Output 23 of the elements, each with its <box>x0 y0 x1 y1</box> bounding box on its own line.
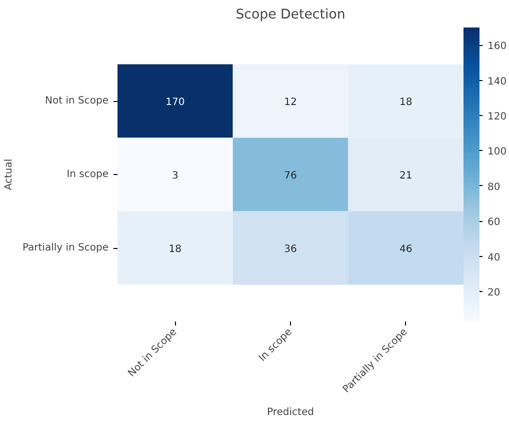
y-axis-title: Actual <box>3 158 14 190</box>
color-bar-label: 160 <box>488 41 507 52</box>
data-label: 12 <box>284 97 297 108</box>
color-bar-label: 140 <box>488 76 507 88</box>
color-bar-label: 120 <box>488 112 507 123</box>
chart-title: Scope Detection <box>236 8 346 22</box>
data-label: 76 <box>284 170 297 182</box>
y-tick-label: Partially in Scope <box>22 242 109 254</box>
data-label: 170 <box>166 97 185 108</box>
data-label: 21 <box>399 170 412 182</box>
color-bar-label: 100 <box>488 146 507 158</box>
y-tick-label: Not in Scope <box>45 96 109 106</box>
y-tick-label: In scope <box>66 169 109 180</box>
color-bar-label: 80 <box>488 182 500 193</box>
color-bar-label: 20 <box>488 288 500 299</box>
data-label: 36 <box>284 244 297 255</box>
data-label: 46 <box>399 244 412 255</box>
data-label: 3 <box>172 170 178 182</box>
x-axis-title: Predicted <box>267 407 314 418</box>
color-bar-label: 40 <box>488 252 500 264</box>
color-bar-label: 60 <box>488 217 500 228</box>
data-label: 18 <box>168 244 182 255</box>
data-label: 18 <box>399 97 412 108</box>
